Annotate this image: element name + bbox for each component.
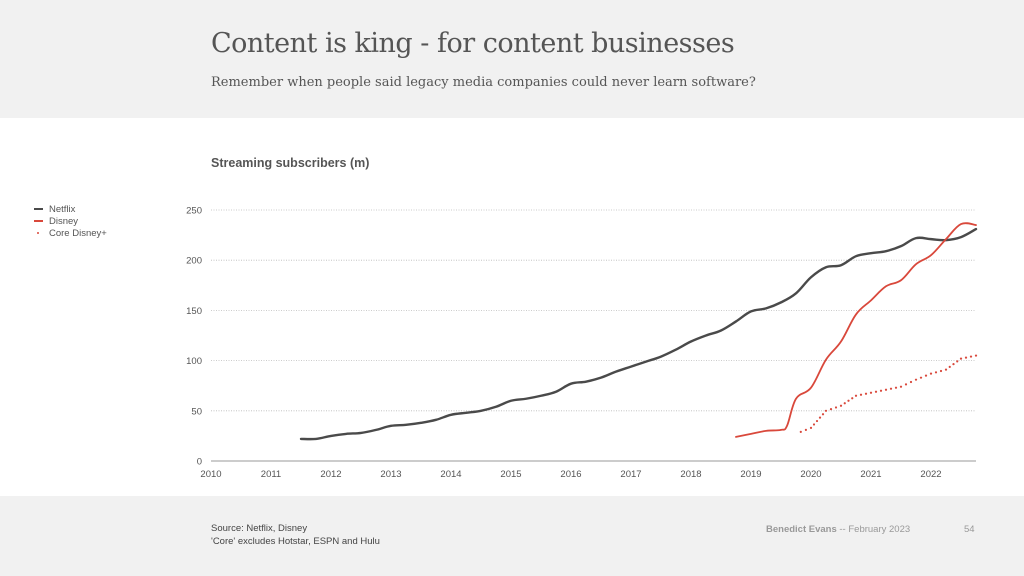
x-tick-label: 2014 [440,469,461,480]
data-point [952,363,955,366]
data-point [959,357,963,360]
data-point [812,423,816,426]
data-point [919,376,923,379]
x-tick-label: 2017 [620,469,641,480]
x-tick-label: 2018 [680,469,701,480]
grid-lines [211,209,976,412]
source-note: Source: Netflix, Disney 'Core' excludes … [211,522,380,548]
data-point [879,389,883,392]
data-point [924,374,928,377]
author-credit: Benedict Evans -- February 2023 [766,524,910,535]
data-point [864,392,868,395]
data-point [854,394,858,397]
data-point [818,416,822,419]
data-point [824,409,828,412]
data-point [964,356,968,359]
data-point [847,399,850,402]
data-point [859,393,863,396]
series-line-disney [735,222,977,438]
data-point [799,430,802,433]
data-point [939,369,943,373]
data-point [929,372,933,375]
series-group [299,222,978,441]
source-line: Source: Netflix, Disney [211,523,308,534]
axes: 0 50 100 150 200 250 2010 2011 2012 2013 2014 2015 2… [186,206,976,480]
data-point [909,380,913,384]
legend-label-netflix: Netflix [49,203,76,215]
page-number: 54 [964,524,975,535]
data-point [809,426,813,429]
series-core-disney [799,354,978,433]
legend-label-core-disney-plus: Core Disney+ [49,227,107,239]
header-band: Content is king - for content businesses… [0,0,1024,118]
data-point [869,391,873,394]
credit-separator: -- [839,524,846,535]
data-point [934,371,938,374]
legend-item-core-disney-plus: Core Disney+ [34,227,107,239]
legend-item-netflix: Netflix [34,203,107,215]
data-point [899,385,903,388]
data-point [851,397,854,400]
publish-date: February 2023 [848,524,911,535]
data-point [804,428,808,431]
data-point [904,383,908,386]
y-tick-label: 150 [186,306,202,317]
y-tick-label: 0 [197,457,202,468]
x-tick-label: 2015 [500,469,521,480]
page-subtitle: Remember when people said legacy media c… [211,75,756,90]
y-tick-label: 50 [191,406,202,417]
legend-swatch-core-disney-plus [37,232,39,234]
source-footnote: 'Core' excludes Hotstar, ESPN and Hulu [211,536,380,547]
data-point [821,413,825,416]
data-point [815,419,819,423]
page-title: Content is king - for content businesses [211,28,735,59]
data-point [889,387,893,390]
x-tick-label: 2020 [800,469,821,480]
data-point [974,354,978,357]
y-tick-label: 100 [186,356,202,367]
data-point [874,390,878,393]
data-point [914,378,918,381]
x-tick-label: 2016 [560,469,581,480]
data-point [944,368,948,371]
data-point [956,360,959,363]
data-point [843,402,846,405]
data-point [884,388,888,391]
series-line-netflix [299,227,978,441]
data-point [948,365,951,368]
data-point [839,404,843,407]
x-tick-label: 2012 [320,469,341,480]
chart-title: Streaming subscribers (m) [211,156,370,170]
x-tick-label: 2022 [920,469,941,480]
x-tick-label: 2021 [860,469,881,480]
x-tick-label: 2019 [740,469,761,480]
x-tick-label: 2013 [380,469,401,480]
legend-swatch-netflix [34,208,43,210]
data-point [894,386,898,389]
x-tick-label: 2010 [200,469,221,480]
y-tick-label: 200 [186,256,202,267]
legend-item-disney: Disney [34,215,107,227]
y-tick-label: 250 [186,206,202,217]
data-point [829,408,833,411]
data-point [834,406,838,409]
chart-legend: Netflix Disney Core Disney+ [34,203,107,239]
data-point [969,355,973,358]
x-tick-label: 2011 [261,469,281,480]
author-name: Benedict Evans [766,524,837,535]
legend-swatch-disney [34,220,43,222]
legend-label-disney: Disney [49,215,79,227]
footer-band: Source: Netflix, Disney 'Core' excludes … [0,496,1024,576]
